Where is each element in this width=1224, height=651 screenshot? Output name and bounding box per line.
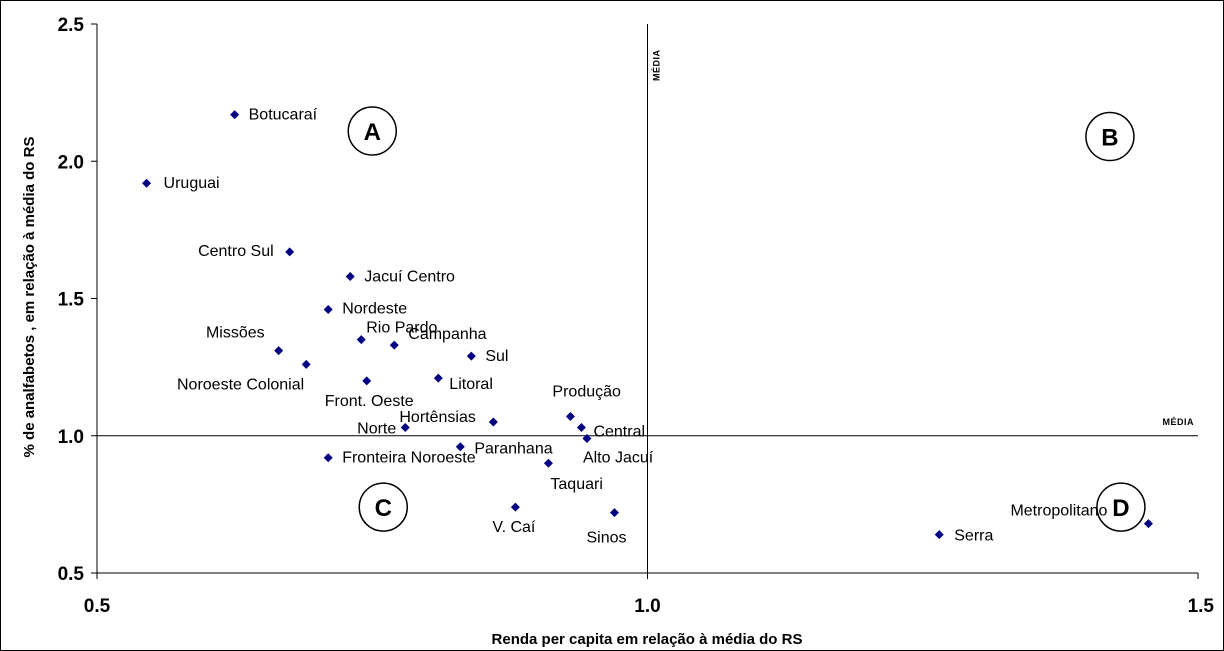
data-point-marker (356, 335, 366, 345)
x-tick-label: 0.5 (84, 596, 111, 617)
data-point-label: Produção (552, 384, 621, 401)
quadrant-label: A (364, 119, 381, 146)
data-point-label: Serra (954, 528, 993, 545)
data-point-marker (274, 346, 284, 356)
data-point-marker (609, 508, 619, 518)
data-point-marker (488, 417, 498, 427)
data-point-marker (285, 247, 295, 257)
quadrant-label: D (1112, 495, 1129, 522)
data-point-marker (389, 340, 399, 350)
data-point-label: Botucaraí (249, 107, 318, 124)
x-tick-label: 1.5 (1188, 596, 1215, 617)
data-point-marker (433, 373, 443, 383)
x-axis-title: Renda per capita em relação à média do R… (492, 631, 803, 648)
data-point-label: Rio Pardo (366, 320, 437, 337)
data-point-label: Taquari (550, 476, 602, 493)
data-point-marker (323, 453, 333, 463)
y-tick-label: 2.5 (58, 15, 85, 36)
y-tick-label: 2.0 (58, 152, 84, 173)
data-point-marker (362, 376, 372, 386)
data-point-label: Fronteira Noroeste (342, 450, 475, 467)
data-point-label: Central (593, 424, 645, 441)
vertical-mean-label: MÉDIA (652, 50, 662, 82)
data-point-marker (230, 110, 240, 120)
data-point-label: Missões (206, 325, 265, 342)
y-tick-label: 0.5 (58, 564, 85, 585)
horizontal-mean-label: MÉDIA (1163, 417, 1195, 427)
data-point-label: Noroeste Colonial (177, 376, 304, 393)
data-point-marker (323, 304, 333, 314)
data-point-marker (301, 359, 311, 369)
data-point-label: Hortênsias (399, 409, 475, 426)
quadrant-circle (1085, 111, 1135, 162)
data-point-label: Uruguai (164, 175, 220, 192)
data-point-label: Metropolitano (1010, 503, 1107, 520)
data-point-label: Campanha (408, 326, 486, 343)
data-point-label: Norte (357, 421, 396, 438)
data-point-marker (565, 412, 575, 422)
data-point-label: Alto Jacuí (583, 449, 654, 466)
data-point-marker (455, 442, 465, 452)
data-point-label: V. Caí (492, 519, 536, 536)
quadrant-label: C (375, 495, 392, 522)
quadrant-circle (358, 482, 409, 532)
data-point-marker (400, 423, 410, 433)
quadrant-circle (347, 106, 397, 156)
data-point-marker (934, 530, 944, 540)
data-point-marker (543, 458, 553, 468)
y-tick-label: 1.0 (58, 427, 84, 448)
data-point-label: Paranhana (474, 441, 552, 458)
data-point-marker (466, 351, 476, 361)
data-point-marker (142, 178, 152, 188)
data-point-label: Sul (485, 348, 508, 365)
data-point-marker (582, 433, 592, 443)
quadrant-circle (1096, 482, 1146, 532)
y-tick-label: 1.5 (58, 290, 85, 311)
data-point-marker (576, 423, 586, 433)
x-tick-label: 1.0 (634, 596, 660, 617)
data-point-label: Litoral (449, 376, 493, 393)
y-axis-title: % de analfabetos , em relação à média do… (21, 137, 38, 458)
data-point-label: Front. Oeste (325, 393, 414, 410)
data-point-label: Nordeste (342, 300, 407, 317)
data-point-marker (510, 502, 520, 512)
data-point-label: Jacuí Centro (364, 269, 455, 286)
data-point-marker (345, 272, 355, 282)
data-point-label: Sinos (586, 530, 626, 547)
data-point-marker (1143, 519, 1153, 529)
quadrant-label: B (1101, 125, 1118, 152)
data-point-label: Centro Sul (198, 243, 274, 260)
